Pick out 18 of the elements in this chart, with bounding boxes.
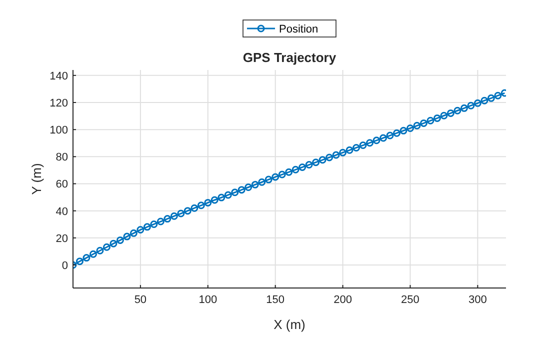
y-tick-label: 140 [50,70,68,82]
x-tick-label: 250 [401,294,420,306]
y-axis-title: Y (m) [29,163,44,195]
chart-title: GPS Trajectory [242,50,337,65]
y-tick-label: 60 [56,178,68,191]
y-tick-label: 100 [50,124,68,137]
legend-label: Position [279,24,318,36]
x-tick-label: 300 [468,294,487,306]
x-tick-label: 50 [134,294,147,306]
y-tick-label: 80 [56,152,68,164]
x-tick-label: 100 [198,294,218,306]
y-tick-label: 0 [62,260,68,272]
x-axis-title: X (m) [274,317,306,332]
y-tick-label: 20 [56,232,68,245]
y-tick-label: 40 [56,206,68,218]
x-tick-label: 200 [334,294,352,306]
y-tick-label: 120 [50,97,68,110]
x-tick-label: 150 [266,294,285,306]
